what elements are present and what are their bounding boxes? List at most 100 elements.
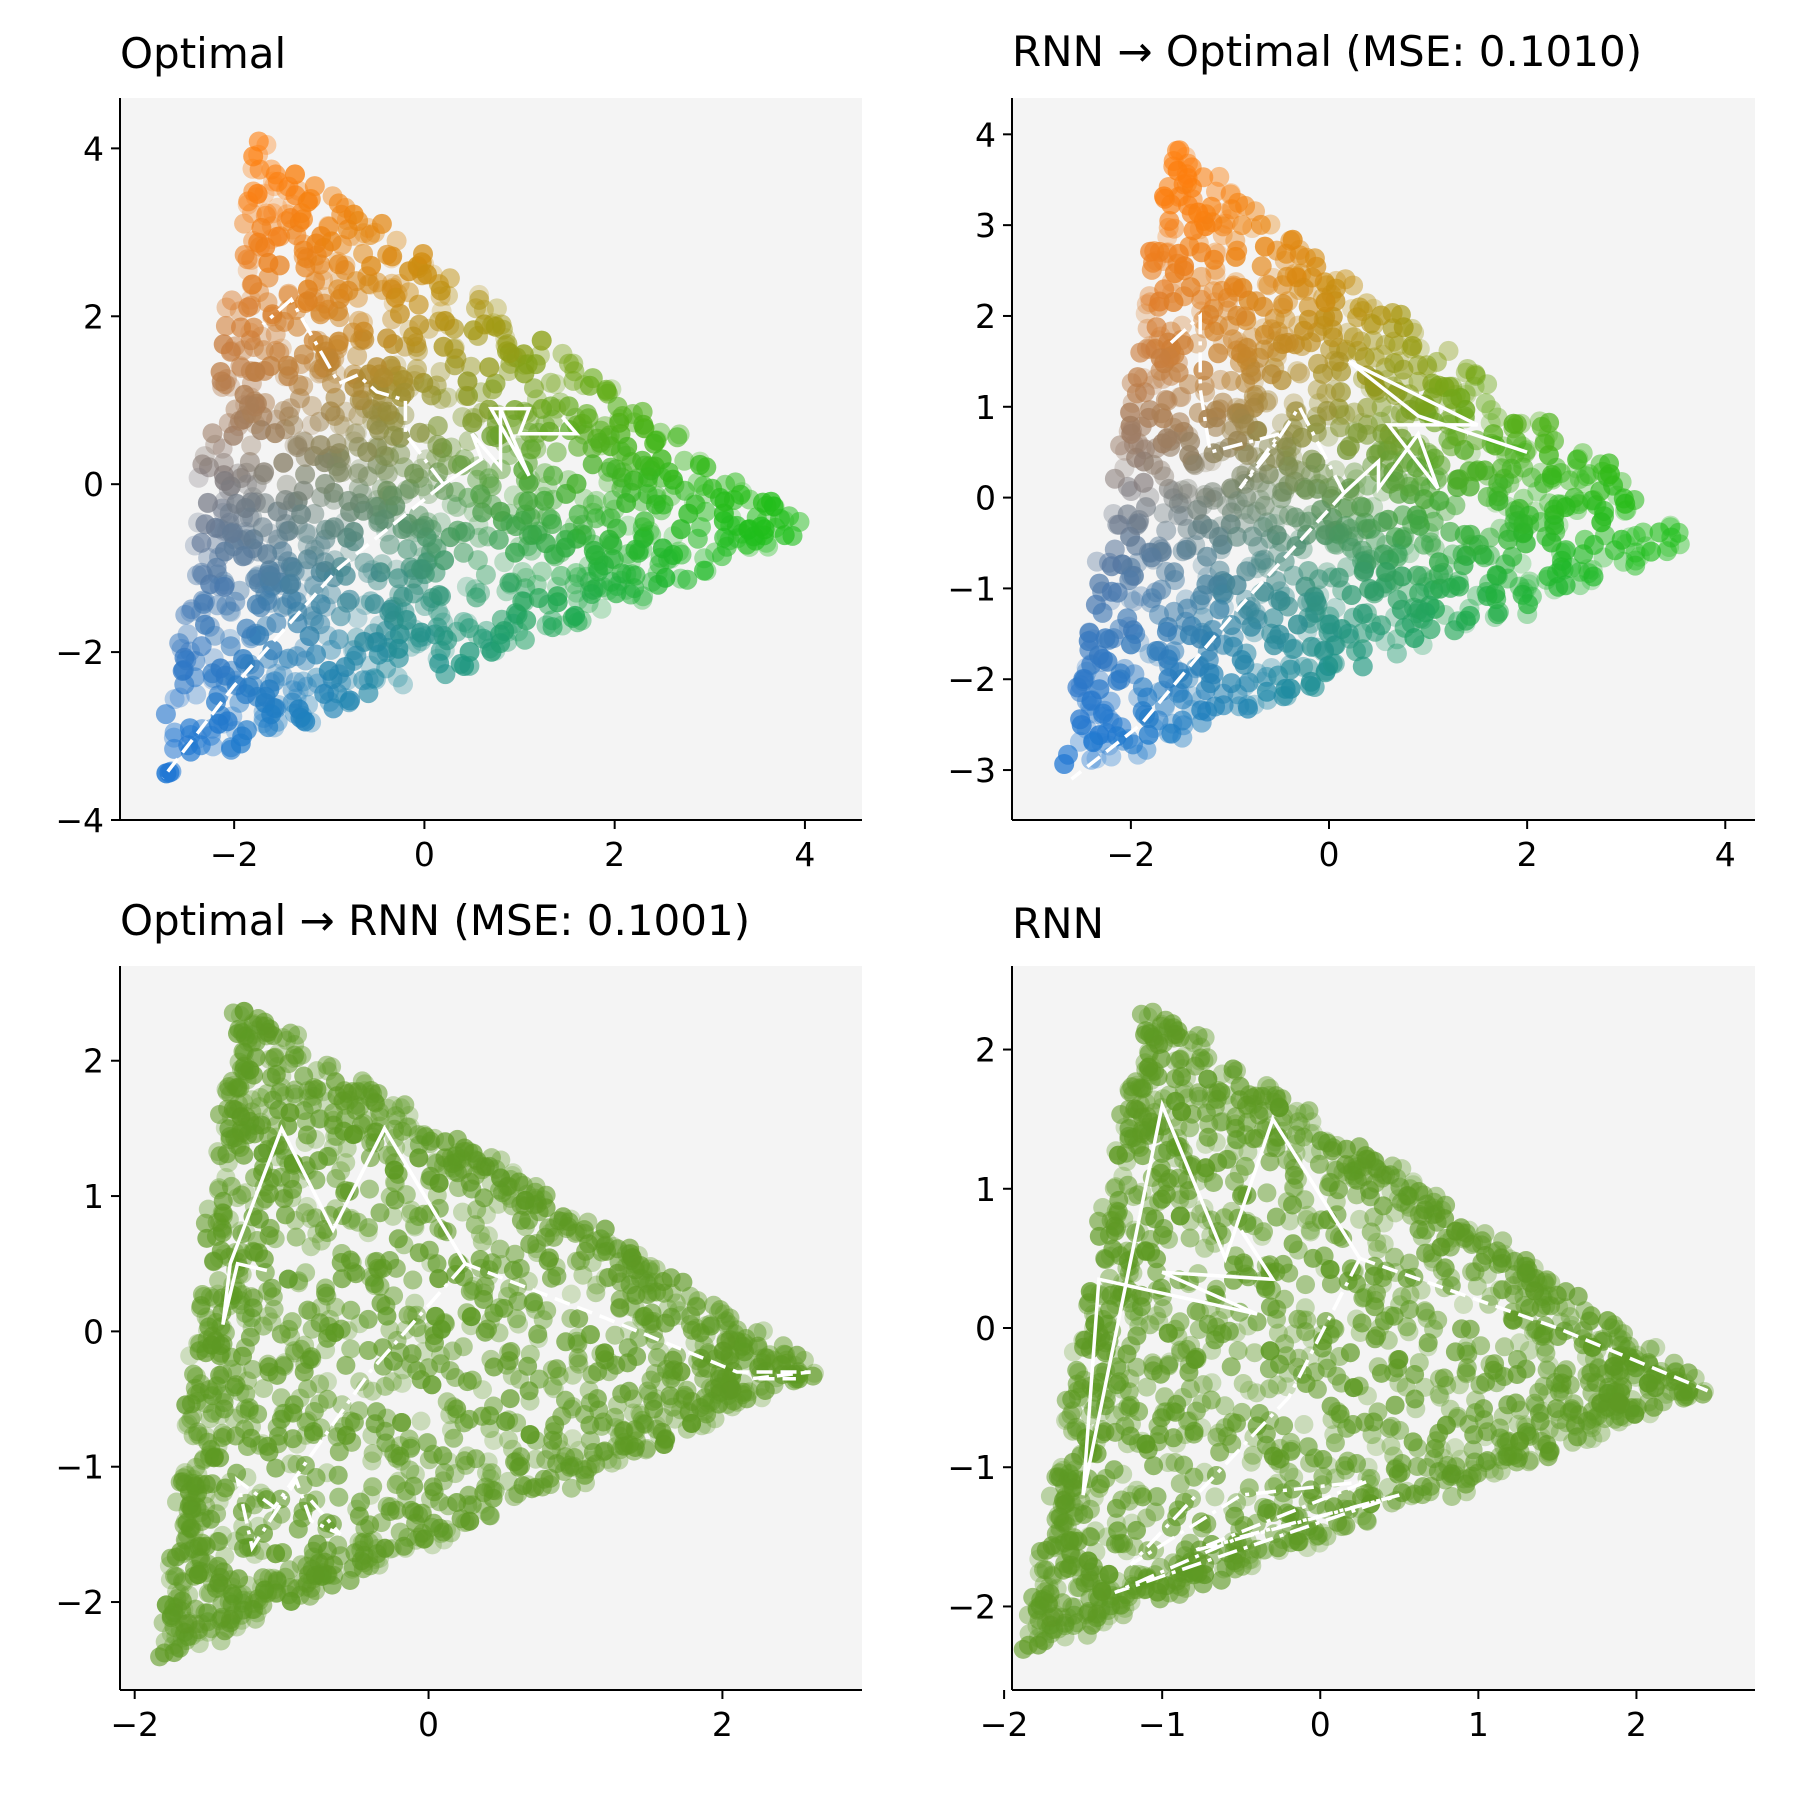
scatter-point [667,427,688,448]
scatter-point [1135,303,1156,324]
scatter-point [239,1401,259,1421]
scatter-point [296,1412,316,1432]
scatter-point [443,1341,463,1361]
scatter-point [285,1035,305,1054]
scatter-point [626,1285,646,1305]
scatter-point [251,326,272,347]
scatter-point [1387,543,1408,564]
scatter-point [569,1309,589,1329]
scatter-point [209,1249,229,1268]
scatter-point [433,480,454,500]
scatter-point [1633,522,1654,543]
scatter-point [271,1409,291,1429]
scatter-point [188,1424,208,1444]
scatter-point [1408,355,1429,376]
scatter-point [1285,507,1306,528]
scatter-point [1193,310,1214,331]
y-tick-label: −2 [55,633,104,672]
scatter-point [413,244,433,264]
scatter-point [634,511,655,532]
scatter-point [1559,470,1580,491]
scatter-point [564,574,585,595]
x-tick-label: 0 [414,835,435,874]
scatter-point [274,311,295,332]
scatter-point [600,508,621,529]
scatter-point [346,645,367,666]
scatter-point [1261,658,1282,678]
scatter-point [430,362,451,382]
scatter-point [573,1265,593,1285]
scatter-point [725,472,746,493]
scatter-point [431,301,452,322]
scatter-point [430,512,451,533]
scatter-point [622,1265,641,1285]
scatter-point [1543,499,1564,520]
scatter-point [1539,412,1560,433]
scatter-point [1352,656,1373,677]
scatter-point [524,1292,544,1312]
scatter-point [1277,266,1298,287]
scatter-point [351,1492,370,1512]
scatter-point [317,1286,337,1306]
scatter-layer [155,131,810,784]
scatter-point [196,1394,216,1413]
scatter-point [219,601,240,622]
scatter-point [1269,468,1290,489]
scatter-point [739,489,760,510]
scatter-point [437,455,457,475]
scatter-point [1325,597,1346,618]
scatter-point [297,1197,317,1216]
scatter-point [571,524,592,545]
scatter-point [556,1390,575,1410]
scatter-point [1168,493,1189,514]
x-tick-label: 2 [712,1705,733,1744]
scatter-point [335,255,356,276]
scatter-point [648,574,669,595]
scatter-point [259,1226,279,1245]
scatter-point [370,1276,390,1296]
trajectory-solid [1342,359,1528,495]
scatter-point [175,1530,195,1550]
scatter-point [1235,676,1255,697]
scatter-point [566,563,587,583]
scatter-point [1209,166,1230,187]
scatter-point [250,597,271,618]
scatter-point [282,692,303,713]
panel-rnn-to-optimal: RNN → Optimal (MSE: 0.1010) −2 0 2 4−3−2−10… [947,27,1755,874]
scatter-point [1317,400,1337,421]
scatter-point [1324,350,1345,371]
scatter-point [324,517,345,538]
scatter-point [1176,539,1197,560]
scatter-point [504,1487,524,1507]
scatter-point [500,1389,520,1409]
scatter-point [272,541,293,562]
y-tick-label: 2 [975,297,996,336]
scatter-point [164,689,185,710]
scatter-point [237,474,258,495]
scatter-point [281,1327,301,1347]
scatter-point [1265,448,1285,469]
scatter-point [1454,1295,1473,1314]
scatter-point [1513,488,1534,509]
scatter-point [251,217,272,238]
scatter-point [1590,481,1611,502]
scatter-point [411,518,432,539]
scatter-point [1467,585,1487,606]
scatter-point [650,547,671,568]
scatter-point [359,1341,378,1360]
scatter-point [340,1571,360,1590]
scatter-point [377,401,398,422]
scatter-point [275,490,296,510]
scatter-point [1548,515,1569,535]
scatter-point [643,1391,663,1411]
scatter-point [476,1477,496,1497]
scatter-point [301,415,322,435]
scatter-point [578,593,599,614]
scatter-point [1179,445,1200,465]
scatter-point [403,326,424,347]
scatter-point [1115,440,1136,461]
scatter-point [568,567,589,588]
scatter-point [374,445,395,466]
scatter-point [1158,478,1179,499]
